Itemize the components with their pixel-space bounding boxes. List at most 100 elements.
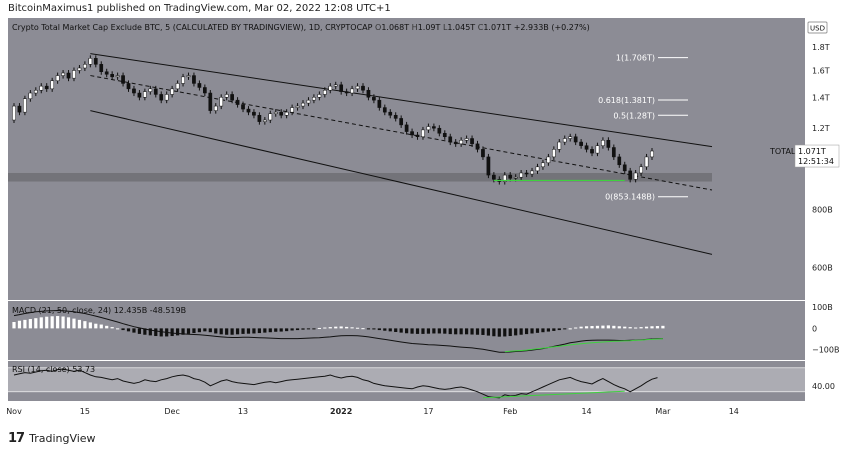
macd-histogram-bar [437,328,441,334]
macd-histogram-bar [45,316,49,329]
macd-histogram-bar [328,327,332,329]
macd-histogram-bar [159,328,163,337]
time-axis-tick: Mar [655,407,671,416]
macd-histogram-bar [492,328,496,337]
candle [470,138,474,145]
macd-histogram-bar [39,317,43,329]
macd-histogram-bar [612,325,616,329]
candle [541,162,545,168]
macd-label: MACD (21, 50, close, 24) 12.435B -48.519… [12,306,186,315]
candle [524,172,529,175]
candle [502,174,507,182]
candle [601,140,605,146]
candle [284,111,289,116]
macd-histogram-bar [285,328,289,332]
macd-histogram-bar [225,328,229,335]
candle [295,105,300,108]
candle [317,94,322,98]
candle [361,85,365,91]
publisher-header: BitcoinMaximus1 published on TradingView… [8,3,391,14]
rsi-axis-tick: 40.00 [812,382,835,391]
candle [192,75,196,84]
macd-histogram-bar [66,317,71,329]
candle [252,111,256,116]
symbol-label: TOTAL2 [769,147,800,156]
candle [459,140,463,145]
rsi-divergence-line [482,390,625,399]
fib-level-label: 0.5(1.28T) [613,111,655,120]
macd-histogram-bar [350,327,354,329]
candle [262,119,267,122]
candle [235,99,240,105]
macd-histogram-bar [514,328,518,336]
candle [492,174,496,180]
candle [475,143,480,150]
support-zone [8,172,712,182]
candle [372,97,376,101]
candle [203,87,207,94]
macd-histogram-bar [83,321,87,329]
macd-histogram-bar [203,328,207,332]
axes: 1.8T 1.6T 1.4T 1.2T 800B 600B 100B 0 −100B 40.00 N… [6,43,839,420]
candle [33,89,38,94]
ohlc-c-key: C [478,23,484,32]
candle [568,136,573,139]
candle [366,89,371,98]
macd-histogram-bar [154,328,158,337]
candle [628,170,633,180]
time-axis-tick: 17 [423,407,433,416]
macd-histogram-bar [617,326,621,329]
macd-axis-tick: −100B [812,346,839,355]
candle [513,176,518,179]
channel-middle-line [90,75,713,191]
candle [66,72,71,79]
macd-histogram-bar [268,328,272,333]
rsi-label: RSI (14, close) 53.73 [12,365,95,374]
macd-histogram-bar [568,328,572,330]
candle [481,149,485,158]
macd-histogram-bar [454,328,458,335]
macd-histogram-bar [655,326,660,329]
candle [224,94,229,98]
macd-histogram-bar [345,326,349,329]
chart-title-row: Crypto Total Market Cap Exclude BTC, 5 (… [12,23,590,32]
macd-histogram-bar [77,319,82,329]
macd-histogram-bar [121,328,125,331]
candle [181,76,185,84]
candle [77,67,82,71]
price-axis-tick: 1.8T [812,43,830,52]
candle [186,75,191,78]
candle [257,115,262,122]
candle [322,89,327,95]
macd-histogram-bar [644,326,649,329]
macd-histogram-bar [448,328,452,335]
ohlc-c-value: 1.071T [483,23,513,32]
macd-histogram-bar [470,328,474,335]
macd-histogram-bar [639,327,643,329]
footer-brand[interactable]: 17 TradingView [8,431,96,446]
candle [121,75,125,84]
macd-histogram-bar [601,325,605,329]
candle [99,64,104,72]
macd-histogram-bar [503,328,507,337]
candle [421,129,425,137]
macd-histogram-bar [252,328,256,334]
macd-histogram-bar [361,328,365,330]
macd-histogram-bar [508,328,512,337]
trading-chart[interactable]: 1(1.706T) 0.618(1.381T) 0.5(1.28T) 0(853.14… [0,18,850,428]
macd-histogram-bar [399,328,403,333]
candle [388,111,393,116]
time-axis-tick: Nov [6,407,22,416]
macd-signal-line [504,338,663,353]
candle [606,140,611,148]
macd-histogram-bar [72,318,76,329]
macd-histogram-bar [137,328,142,334]
macd-histogram-bar [99,324,103,329]
currency-label: USD [810,25,825,33]
macd-pane: MACD (21, 50, close, 24) 12.435B -48.519… [12,306,665,353]
candle [426,126,431,131]
macd-histogram-bar [56,316,60,329]
macd-histogram-bar [263,328,267,333]
countdown-label: 12:51:34 [798,157,834,166]
macd-histogram-bar [235,328,240,335]
